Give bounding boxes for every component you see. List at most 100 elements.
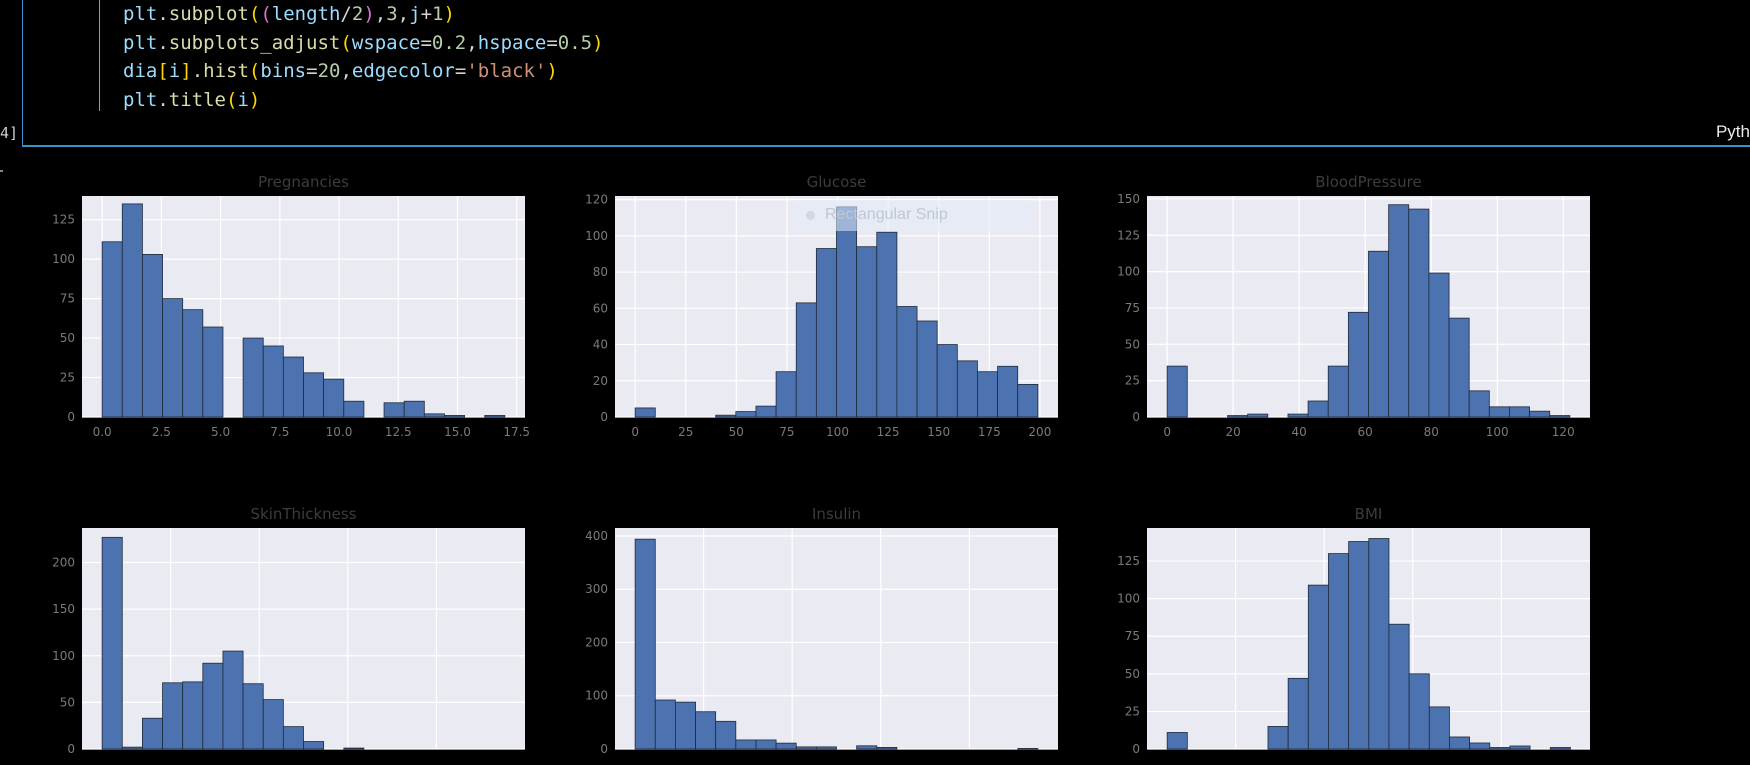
y-tick-label: 120 bbox=[585, 193, 608, 207]
histogram-bar bbox=[654, 699, 676, 750]
x-tick-label: 25 bbox=[678, 425, 693, 439]
histogram-bar bbox=[1368, 538, 1390, 750]
histogram-bar bbox=[1347, 311, 1369, 418]
y-tick-label: 50 bbox=[60, 331, 75, 345]
y-tick-label: 20 bbox=[593, 374, 608, 388]
code-token: ( bbox=[248, 3, 261, 25]
kernel-language-label[interactable]: Pyth bbox=[1715, 122, 1750, 141]
histogram-bar bbox=[1509, 745, 1531, 750]
y-tick-label: 200 bbox=[585, 635, 608, 649]
code-editor[interactable]: plt.subplot((length/2),3,j+1) plt.subplot… bbox=[123, 0, 604, 114]
y-tick-label: 0 bbox=[600, 742, 608, 756]
y-tick-label: 60 bbox=[593, 301, 608, 315]
histogram-bar bbox=[856, 246, 878, 418]
x-tick-label: 40 bbox=[1292, 425, 1307, 439]
code-token: 0.5 bbox=[557, 31, 593, 54]
x-tick-label: 80 bbox=[1424, 425, 1439, 439]
code-token: 3 bbox=[386, 3, 398, 25]
y-tick-label: 150 bbox=[1117, 192, 1140, 206]
histogram-bar bbox=[262, 345, 284, 418]
histogram-bar bbox=[1287, 677, 1309, 750]
code-token: subplots_adjust bbox=[168, 31, 341, 54]
histogram-bar bbox=[202, 662, 224, 750]
subplot-title: Insulin bbox=[812, 505, 861, 523]
histogram-bar bbox=[444, 415, 465, 418]
histogram-bloodpressure: 0 25 50 75 100 125 150 0 20 40 60 80 100 120 BloodPres… bbox=[1117, 173, 1590, 439]
code-token: 0.2 bbox=[431, 31, 467, 54]
y-tick-label: 100 bbox=[585, 689, 608, 703]
histogram-bar bbox=[755, 405, 777, 418]
x-tick-label: 0 bbox=[1163, 425, 1171, 439]
histogram-bar bbox=[1488, 406, 1510, 418]
x-tick-label: 175 bbox=[978, 425, 1001, 439]
code-token: , bbox=[340, 60, 352, 82]
histogram-bar bbox=[1428, 272, 1450, 418]
histogram-bar bbox=[1489, 747, 1511, 750]
histogram-bar bbox=[755, 739, 777, 750]
code-token: ( bbox=[248, 60, 261, 82]
code-token: hspace bbox=[477, 31, 547, 54]
code-token: 20 bbox=[317, 60, 341, 82]
histogram-bar bbox=[836, 206, 858, 418]
histogram-bar bbox=[1388, 204, 1410, 418]
y-tick-label: 40 bbox=[593, 338, 608, 352]
code-token: . bbox=[157, 3, 169, 25]
histogram-bar bbox=[262, 699, 284, 750]
histogram-bar bbox=[1449, 736, 1471, 750]
x-tick-label: 120 bbox=[1552, 425, 1575, 439]
code-token: ) bbox=[248, 88, 261, 111]
code-token: edgecolor bbox=[351, 60, 455, 82]
code-token: , bbox=[374, 3, 387, 25]
histogram-bar bbox=[695, 711, 717, 750]
subplot-title: BloodPressure bbox=[1315, 173, 1421, 191]
histogram-bar bbox=[1469, 742, 1491, 750]
y-tick-label: 0 bbox=[1132, 742, 1140, 756]
y-tick-label: 125 bbox=[52, 213, 75, 227]
code-token: ( bbox=[225, 88, 238, 111]
code-line: plt.subplot((length/2),3,j+1) bbox=[123, 0, 604, 29]
code-token: ) bbox=[546, 60, 558, 82]
x-tick-label: 60 bbox=[1358, 425, 1373, 439]
code-token: . bbox=[157, 31, 169, 54]
y-tick-label: 200 bbox=[52, 556, 75, 570]
subplot-title: SkinThickness bbox=[250, 505, 356, 523]
code-token: title bbox=[168, 88, 226, 111]
histogram-bar bbox=[735, 739, 757, 750]
histogram-bar bbox=[1267, 726, 1289, 750]
code-cell[interactable]: plt.subplot((length/2),3,j+1) plt.subplot… bbox=[22, 0, 1750, 147]
histogram-bar bbox=[1307, 584, 1329, 750]
histogram-bar bbox=[142, 254, 163, 418]
code-token: i bbox=[237, 88, 249, 111]
histogram-bar bbox=[484, 415, 506, 418]
histogram-bar bbox=[182, 309, 204, 418]
x-tick-label: 150 bbox=[927, 425, 950, 439]
histogram-bar bbox=[202, 326, 224, 418]
code-token: plt bbox=[123, 88, 158, 111]
x-tick-label: 200 bbox=[1028, 425, 1051, 439]
rectangular-snip-overlay[interactable]: Rectangular Snip bbox=[793, 200, 1031, 231]
code-token: bins bbox=[260, 60, 307, 82]
code-token: 1 bbox=[432, 3, 444, 25]
histogram-skinthickness: 0 50 100 150 200 SkinThickness bbox=[52, 505, 525, 756]
x-tick-label: 5.0 bbox=[211, 425, 230, 439]
histogram-bar bbox=[675, 701, 696, 750]
histogram-bar bbox=[815, 746, 837, 750]
x-tick-label: 2.5 bbox=[152, 425, 171, 439]
histogram-bar bbox=[303, 372, 325, 418]
histogram-bar bbox=[715, 414, 737, 418]
histogram-bar bbox=[936, 344, 958, 418]
y-tick-label: 100 bbox=[585, 229, 608, 243]
histogram-figure: 0 25 50 75 100 125 0.0 2.5 5.0 7.5 10.0 12.5 15.0 17.… bbox=[52, 173, 1590, 756]
histogram-bar bbox=[916, 320, 938, 418]
code-token: ] bbox=[180, 60, 192, 82]
histogram-bar bbox=[423, 413, 445, 418]
y-tick-label: 0 bbox=[600, 410, 608, 424]
code-token: = bbox=[454, 60, 467, 82]
code-token: 'black' bbox=[466, 60, 547, 82]
histogram-bar bbox=[1227, 415, 1249, 418]
code-token: = bbox=[306, 60, 318, 82]
histogram-bar bbox=[1549, 747, 1571, 750]
histogram-bar bbox=[1529, 410, 1551, 418]
code-token: subplot bbox=[168, 3, 249, 25]
histogram-bar bbox=[876, 747, 898, 750]
